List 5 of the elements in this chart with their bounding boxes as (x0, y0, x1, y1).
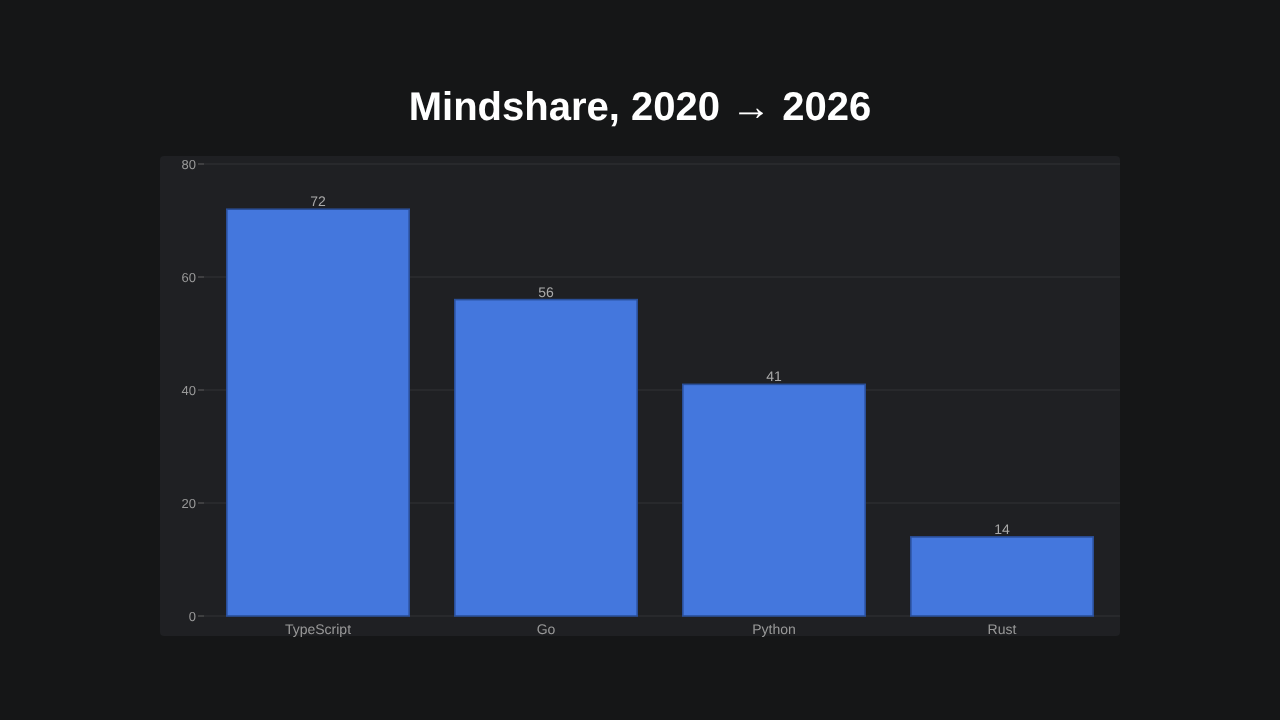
bar (682, 383, 866, 617)
chart-title: Mindshare, 2020 → 2026 (408, 86, 872, 130)
bar (454, 298, 638, 617)
bar (910, 536, 1094, 617)
bar (226, 208, 410, 617)
